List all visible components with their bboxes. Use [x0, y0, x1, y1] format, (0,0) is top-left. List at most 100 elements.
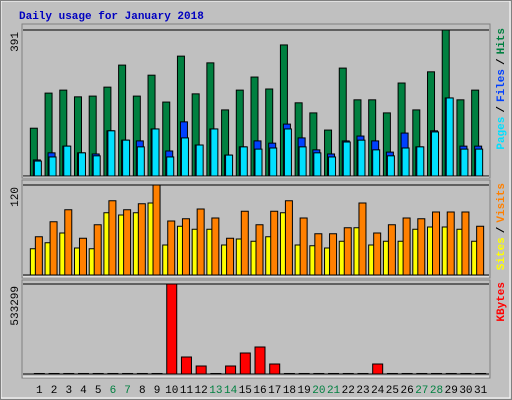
bar [151, 128, 160, 177]
bar [313, 152, 322, 177]
bar [33, 160, 42, 177]
legend: KBytes [496, 282, 508, 322]
x-tick-label: 13 [209, 385, 222, 397]
bar [475, 148, 484, 177]
bar [401, 147, 410, 177]
bar [328, 156, 337, 177]
y-tick-label: 391 [10, 32, 22, 52]
bar [358, 202, 367, 276]
bar [342, 372, 354, 375]
bar [475, 372, 487, 375]
bar [93, 224, 102, 276]
x-tick-label: 29 [445, 385, 458, 397]
x-tick-label: 8 [139, 385, 146, 397]
x-tick-label: 9 [154, 385, 161, 397]
bar [417, 218, 426, 276]
x-tick-label: 16 [253, 385, 266, 397]
chart-title: Daily usage for January 2018 [19, 11, 204, 23]
bar [63, 372, 75, 375]
bar [401, 372, 413, 375]
bar [460, 372, 472, 375]
legend: Sites / Visits [496, 183, 508, 270]
bar [254, 148, 263, 177]
x-tick-label: 24 [371, 385, 385, 397]
legend-entry: Files [496, 69, 508, 102]
x-tick-label: 31 [474, 385, 488, 397]
x-tick-label: 20 [312, 385, 325, 397]
bar [446, 211, 455, 276]
x-tick-label: 1 [36, 385, 43, 397]
bar [92, 155, 101, 177]
bar [431, 131, 440, 177]
bar [180, 356, 192, 375]
bar [225, 365, 237, 375]
bar [432, 211, 441, 276]
bar [181, 218, 190, 276]
x-tick-label: 18 [283, 385, 296, 397]
bar [108, 200, 117, 276]
bar [63, 145, 72, 177]
x-tick-label: 28 [430, 385, 443, 397]
bar [123, 209, 132, 276]
x-tick-label: 5 [95, 385, 102, 397]
bar [461, 211, 470, 276]
x-tick-label: 7 [124, 385, 131, 397]
bar [372, 149, 381, 177]
bar [269, 363, 281, 375]
x-tick-label: 30 [459, 385, 472, 397]
bar [48, 372, 60, 375]
legend: Pages / Files / Hits [496, 28, 508, 150]
bar [283, 128, 292, 177]
bar [373, 232, 382, 276]
legend-entry: Sites [496, 237, 508, 270]
bar [166, 156, 175, 177]
bar [386, 155, 395, 177]
x-tick-label: 19 [298, 385, 311, 397]
x-tick-label: 15 [239, 385, 252, 397]
bar [136, 372, 148, 375]
bar [196, 208, 205, 276]
bar [445, 372, 457, 375]
bar [476, 225, 485, 276]
bar [284, 200, 293, 276]
x-tick-label: 17 [268, 385, 281, 397]
bar [195, 365, 207, 375]
x-tick-label: 2 [51, 385, 58, 397]
x-tick-label: 12 [195, 385, 208, 397]
bar [239, 352, 251, 375]
bar [402, 217, 411, 276]
bar [137, 203, 146, 276]
bar [166, 283, 178, 375]
legend-entry: Hits [496, 28, 508, 54]
bar [122, 139, 131, 177]
bar [357, 372, 369, 375]
bar [255, 224, 264, 276]
bar [167, 220, 176, 276]
x-tick-label: 22 [342, 385, 355, 397]
bar [298, 372, 310, 375]
bar [122, 372, 134, 375]
bar [416, 146, 425, 177]
x-tick-label: 27 [415, 385, 428, 397]
x-tick-label: 14 [224, 385, 238, 397]
bar [180, 137, 189, 177]
bar [64, 209, 73, 276]
bar [357, 139, 366, 177]
bar [136, 146, 145, 177]
x-tick-label: 6 [110, 385, 117, 397]
x-tick-label: 25 [386, 385, 399, 397]
bar [386, 372, 398, 375]
bar [107, 130, 116, 177]
x-tick-label: 10 [165, 385, 178, 397]
bar [387, 224, 396, 276]
bar [195, 144, 204, 177]
bar [210, 128, 219, 177]
bar [314, 233, 323, 276]
bar [270, 210, 279, 276]
bar [226, 237, 235, 276]
bar [343, 227, 352, 276]
bar [269, 147, 278, 177]
bar [77, 372, 89, 375]
legend-entry: KBytes [496, 282, 508, 322]
